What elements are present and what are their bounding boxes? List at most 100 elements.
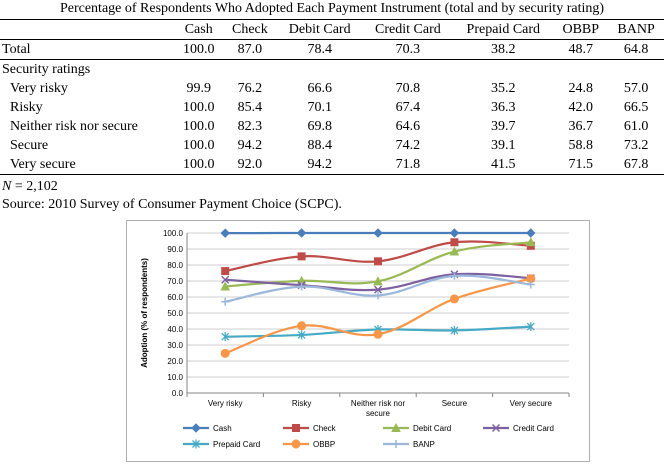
table-cell: 94.2 bbox=[277, 155, 363, 175]
column-header: Cash bbox=[174, 20, 223, 40]
data-point-marker bbox=[450, 229, 458, 237]
table-cell: 92.0 bbox=[223, 155, 277, 175]
x-tick-label: Very secure bbox=[510, 399, 553, 408]
table-cell: 82.3 bbox=[223, 117, 277, 136]
x-tick-label: Risky bbox=[292, 399, 312, 408]
table-cell: 74.2 bbox=[363, 136, 454, 155]
table-cell: 100.0 bbox=[174, 136, 223, 155]
table-cell: 36.3 bbox=[453, 98, 553, 117]
table-row: Very risky 99.9 76.2 66.6 70.8 35.2 24.8… bbox=[0, 79, 664, 98]
table-row: Risky 100.0 85.4 70.1 67.4 36.3 42.0 66.… bbox=[0, 98, 664, 117]
y-tick-label: 70.0 bbox=[167, 277, 183, 286]
legend-item: Debit Card bbox=[383, 424, 451, 433]
legend-label: BANP bbox=[413, 440, 435, 449]
legend-label: Debit Card bbox=[413, 424, 451, 433]
table-cell: 73.2 bbox=[608, 136, 664, 155]
legend-label: Prepaid Card bbox=[213, 440, 260, 449]
table-row: Secure 100.0 94.2 88.4 74.2 39.1 58.8 73… bbox=[0, 136, 664, 155]
x-tick-label: Neither risk nor bbox=[351, 399, 406, 408]
data-point-marker bbox=[298, 253, 305, 260]
legend-label: Check bbox=[313, 424, 337, 433]
table-cell: 88.4 bbox=[277, 136, 363, 155]
data-point-marker bbox=[375, 258, 382, 265]
legend-item: Credit Card bbox=[483, 424, 554, 433]
legend-item: Cash bbox=[183, 424, 232, 433]
table-cell: 70.8 bbox=[363, 79, 454, 98]
row-label: Risky bbox=[0, 98, 174, 117]
table-cell: 94.2 bbox=[223, 136, 277, 155]
table-cell: 70.3 bbox=[363, 40, 454, 60]
y-tick-label: 90.0 bbox=[167, 245, 183, 254]
table-header-row: Cash Check Debit Card Credit Card Prepai… bbox=[0, 20, 664, 40]
table-cell: 76.2 bbox=[223, 79, 277, 98]
data-point-marker bbox=[292, 440, 300, 448]
y-tick-label: 0.0 bbox=[172, 389, 184, 398]
x-tick-label: secure bbox=[366, 409, 391, 418]
row-label: Total bbox=[0, 40, 174, 60]
row-label: Very secure bbox=[0, 155, 174, 175]
axis-layer: 0.010.020.030.040.050.060.070.080.090.01… bbox=[140, 229, 569, 418]
table-cell: 39.7 bbox=[453, 117, 553, 136]
y-tick-label: 30.0 bbox=[167, 341, 183, 350]
table-cell: 69.8 bbox=[277, 117, 363, 136]
grid-layer bbox=[187, 233, 569, 393]
y-tick-label: 50.0 bbox=[167, 309, 183, 318]
legend-item: OBBP bbox=[283, 440, 335, 449]
legend-item: Check bbox=[283, 424, 337, 433]
data-point-marker bbox=[293, 425, 300, 432]
table-cell: 67.8 bbox=[608, 155, 664, 175]
x-tick-label: Secure bbox=[442, 399, 468, 408]
data-point-marker bbox=[222, 268, 229, 275]
column-header: Debit Card bbox=[277, 20, 363, 40]
table-cell: 41.5 bbox=[453, 155, 553, 175]
table-row-total: Total 100.0 87.0 78.4 70.3 38.2 48.7 64.… bbox=[0, 40, 664, 60]
section-label: Security ratings bbox=[0, 60, 664, 80]
y-tick-label: 60.0 bbox=[167, 293, 183, 302]
table-cell: 67.4 bbox=[363, 98, 454, 117]
data-point-marker bbox=[221, 349, 229, 357]
adoption-line-chart: 0.010.020.030.040.050.060.070.080.090.01… bbox=[127, 221, 589, 461]
row-label: Secure bbox=[0, 136, 174, 155]
table-cell: 71.5 bbox=[553, 155, 608, 175]
table-cell: 42.0 bbox=[553, 98, 608, 117]
column-header: BANP bbox=[608, 20, 664, 40]
data-point-marker bbox=[221, 229, 229, 237]
data-point-marker bbox=[527, 229, 535, 237]
y-tick-label: 40.0 bbox=[167, 325, 183, 334]
column-header: Credit Card bbox=[363, 20, 454, 40]
data-point-marker bbox=[374, 330, 382, 338]
table-cell: 66.6 bbox=[277, 79, 363, 98]
data-point-marker bbox=[451, 239, 458, 246]
y-tick-label: 20.0 bbox=[167, 357, 183, 366]
table-cell: 100.0 bbox=[174, 40, 223, 60]
series-check bbox=[222, 239, 535, 275]
y-tick-label: 100.0 bbox=[163, 229, 184, 238]
series-cash bbox=[221, 229, 535, 237]
series-layer bbox=[221, 229, 535, 357]
table-cell: 66.5 bbox=[608, 98, 664, 117]
adoption-table: Cash Check Debit Card Credit Card Prepai… bbox=[0, 19, 664, 175]
chart-legend: Cash Check Debit Card Credit Card Prepaid Ca… bbox=[183, 424, 554, 449]
table-cell: 99.9 bbox=[174, 79, 223, 98]
legend-label: Credit Card bbox=[513, 424, 554, 433]
column-header: Prepaid Card bbox=[453, 20, 553, 40]
table-section-row: Security ratings bbox=[0, 60, 664, 80]
table-cell: 78.4 bbox=[277, 40, 363, 60]
table-cell: 100.0 bbox=[174, 155, 223, 175]
x-tick-label: Very risky bbox=[208, 399, 243, 408]
table-cell: 71.8 bbox=[363, 155, 454, 175]
row-label: Very risky bbox=[0, 79, 174, 98]
source-note: Source: 2010 Survey of Consumer Payment … bbox=[2, 196, 342, 214]
legend-item: Prepaid Card bbox=[183, 440, 260, 450]
table-cell: 61.0 bbox=[608, 117, 664, 136]
table-caption: Percentage of Respondents Who Adopted Ea… bbox=[0, 0, 664, 18]
table-cell: 38.2 bbox=[453, 40, 553, 60]
column-header: OBBP bbox=[553, 20, 608, 40]
table-cell: 64.6 bbox=[363, 117, 454, 136]
column-header: Check bbox=[223, 20, 277, 40]
legend-label: Cash bbox=[213, 424, 232, 433]
table-cell: 87.0 bbox=[223, 40, 277, 60]
table-cell: 39.1 bbox=[453, 136, 553, 155]
table-cell: 35.2 bbox=[453, 79, 553, 98]
